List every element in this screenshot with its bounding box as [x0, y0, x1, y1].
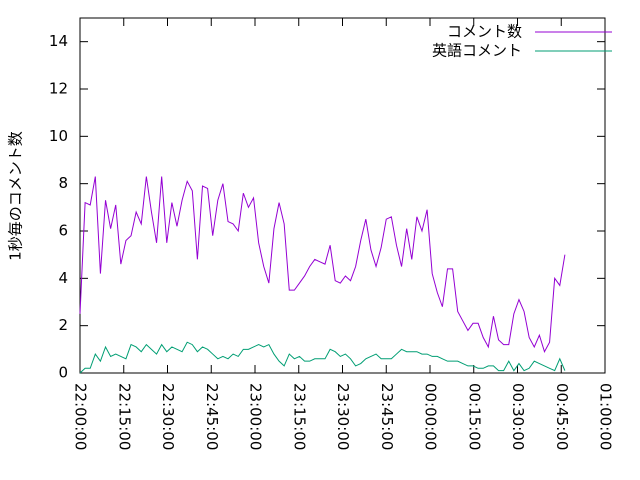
- x-tick-label: 00:15:00: [465, 383, 483, 450]
- x-tick-label: 00:00:00: [422, 383, 440, 450]
- y-tick-label: 4: [58, 269, 68, 287]
- y-tick-label: 12: [49, 80, 68, 98]
- legend-label: 英語コメント: [432, 42, 522, 60]
- y-tick-label: 6: [58, 222, 68, 240]
- data-line: [79, 176, 566, 353]
- y-axis-label: 1秒毎のコメント数: [7, 131, 25, 261]
- x-tick-label: 23:00:00: [247, 383, 265, 450]
- plot-frame: [79, 17, 606, 374]
- x-tick-label: 00:45:00: [553, 383, 571, 450]
- x-tick-label: 00:30:00: [509, 383, 527, 450]
- x-tick-label: 22:45:00: [203, 383, 221, 450]
- x-tick-label: 23:30:00: [334, 383, 352, 450]
- x-tick-label: 22:15:00: [115, 383, 133, 450]
- legend-label: コメント数: [447, 23, 522, 41]
- x-tick-label: 22:30:00: [159, 383, 177, 450]
- y-tick-label: 0: [58, 364, 68, 382]
- x-tick-label: 22:00:00: [72, 383, 90, 450]
- y-tick-label: 2: [58, 316, 68, 334]
- data-line: [79, 341, 566, 374]
- y-tick-label: 10: [49, 127, 68, 145]
- y-tick-label: 8: [58, 174, 68, 192]
- x-tick-label: 23:45:00: [378, 383, 396, 450]
- x-tick-label: 23:15:00: [290, 383, 308, 450]
- x-tick-label: 01:00:00: [597, 383, 615, 450]
- y-tick-label: 14: [49, 32, 68, 50]
